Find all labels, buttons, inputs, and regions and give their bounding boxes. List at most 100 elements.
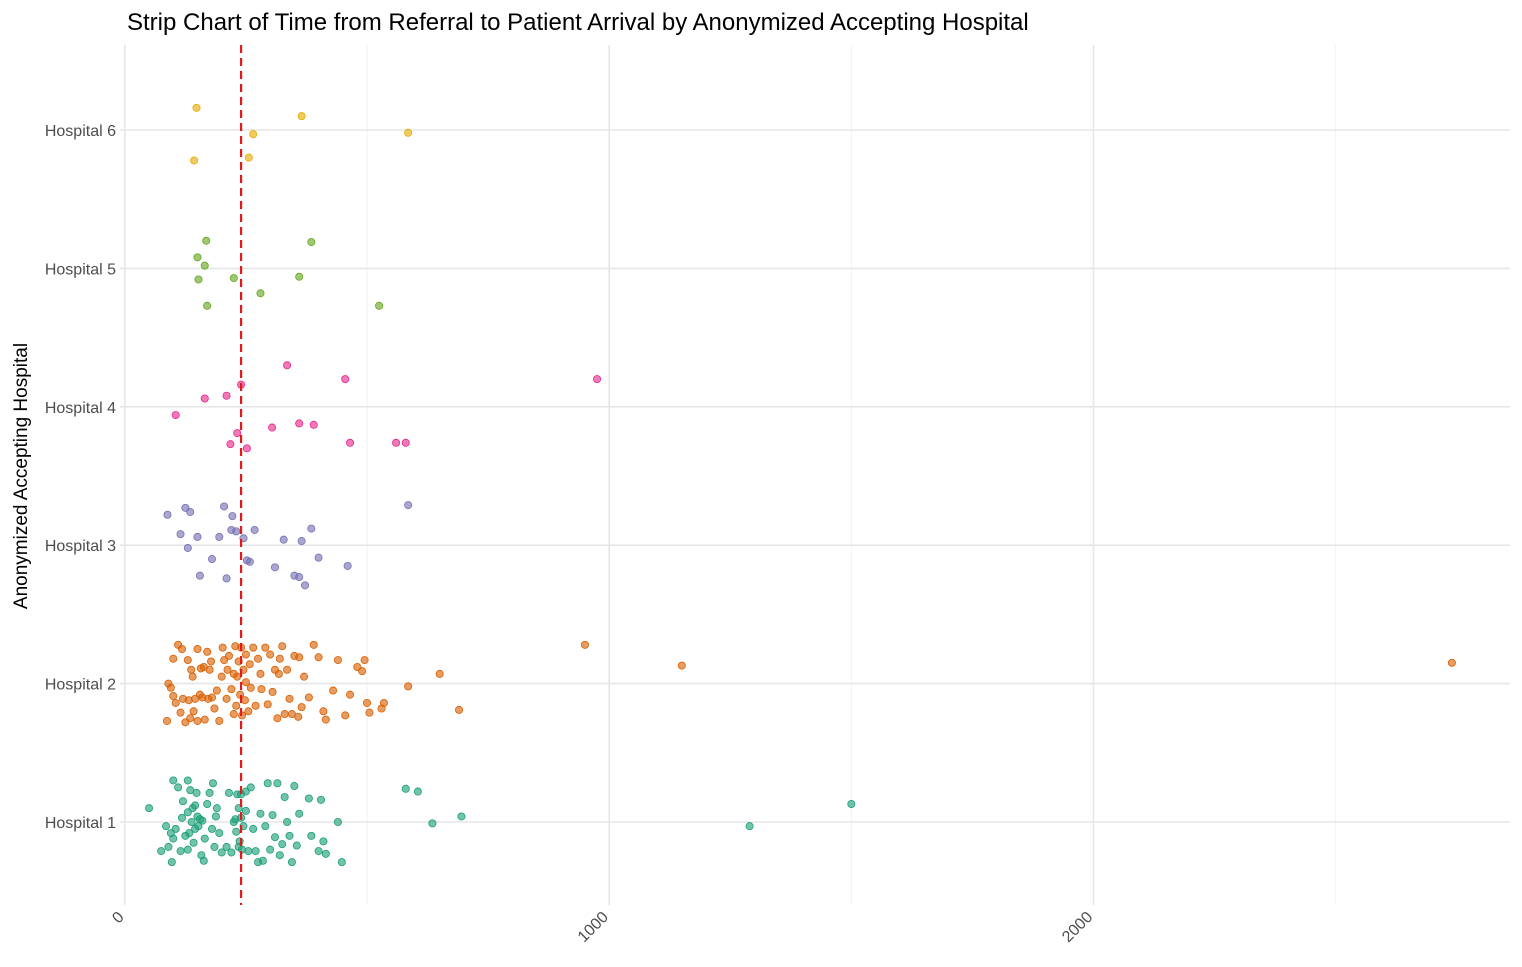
data-point (404, 501, 413, 510)
data-point (207, 657, 216, 666)
data-point (435, 669, 444, 678)
data-point (193, 253, 202, 262)
data-point (1447, 658, 1456, 667)
data-point (256, 809, 265, 818)
data-point (162, 822, 171, 831)
data-point (847, 800, 856, 809)
data-point (211, 812, 220, 821)
data-point (275, 851, 284, 860)
data-point (280, 793, 289, 802)
x-tick-label: 1000 (575, 909, 612, 946)
data-point (285, 831, 294, 840)
data-point (169, 776, 178, 785)
data-point (241, 678, 250, 687)
data-point (360, 656, 369, 665)
data-point (404, 682, 413, 691)
data-point (242, 444, 251, 453)
data-point (341, 711, 350, 720)
chart-title: Strip Chart of Time from Referral to Pat… (127, 9, 1029, 36)
data-point (268, 811, 277, 820)
data-point (189, 838, 198, 847)
data-point (270, 833, 279, 842)
data-point (346, 438, 355, 447)
data-point (295, 573, 304, 582)
data-point (191, 801, 200, 810)
data-point (319, 707, 328, 716)
data-point (279, 535, 288, 544)
data-point (428, 819, 437, 828)
data-point (203, 800, 212, 809)
data-point (226, 440, 235, 449)
data-point (283, 818, 292, 827)
data-point (208, 779, 217, 788)
data-point (316, 795, 325, 804)
data-point (263, 700, 272, 709)
data-point (212, 686, 221, 695)
data-point (192, 103, 201, 112)
data-point (266, 650, 275, 659)
data-point (222, 842, 231, 851)
data-point (169, 654, 178, 663)
data-point (363, 698, 372, 707)
data-point (301, 581, 310, 590)
data-point (309, 420, 318, 429)
data-point (215, 716, 224, 725)
data-point (244, 707, 253, 716)
data-point (283, 665, 292, 674)
data-point (295, 272, 304, 281)
data-point (200, 261, 209, 270)
data-point (297, 112, 306, 121)
y-tick-label: Hospital 6 (45, 123, 116, 140)
data-point (404, 128, 413, 137)
data-point (185, 829, 194, 838)
data-point (280, 710, 289, 719)
data-point (217, 672, 226, 681)
data-point (304, 794, 313, 803)
data-point (186, 714, 195, 723)
data-point (401, 438, 410, 447)
data-point (189, 707, 198, 716)
data-point (245, 557, 254, 566)
x-tick-labels: 0 1000 2000 (109, 909, 1096, 946)
data-point (232, 527, 241, 536)
data-point (413, 787, 422, 796)
y-tick-label: Hospital 5 (45, 261, 116, 278)
data-point (203, 301, 212, 310)
data-point (249, 824, 258, 833)
data-point (229, 710, 238, 719)
data-point (346, 690, 355, 699)
data-point (257, 685, 266, 694)
data-point (295, 419, 304, 428)
data-point (176, 847, 185, 856)
data-point (251, 701, 260, 710)
data-point (593, 375, 602, 384)
data-point (580, 640, 589, 649)
data-point (194, 275, 203, 284)
data-point (183, 845, 192, 854)
data-point (224, 788, 233, 797)
data-point (268, 423, 277, 432)
data-point (337, 858, 346, 867)
data-point (223, 665, 232, 674)
data-point (261, 643, 270, 652)
data-point (273, 714, 282, 723)
data-point (241, 650, 250, 659)
data-point (358, 667, 367, 676)
data-point (192, 788, 201, 797)
data-point (195, 571, 204, 580)
data-point (287, 858, 296, 867)
data-point (210, 704, 219, 713)
data-point (365, 708, 374, 717)
data-point (309, 640, 318, 649)
data-point (183, 656, 192, 665)
data-point (278, 840, 287, 849)
data-point (321, 715, 330, 724)
data-point (304, 693, 313, 702)
data-point (379, 698, 388, 707)
data-point (249, 643, 258, 652)
data-point (186, 507, 195, 516)
data-point (285, 694, 294, 703)
data-point (297, 537, 306, 546)
data-point (218, 643, 227, 652)
